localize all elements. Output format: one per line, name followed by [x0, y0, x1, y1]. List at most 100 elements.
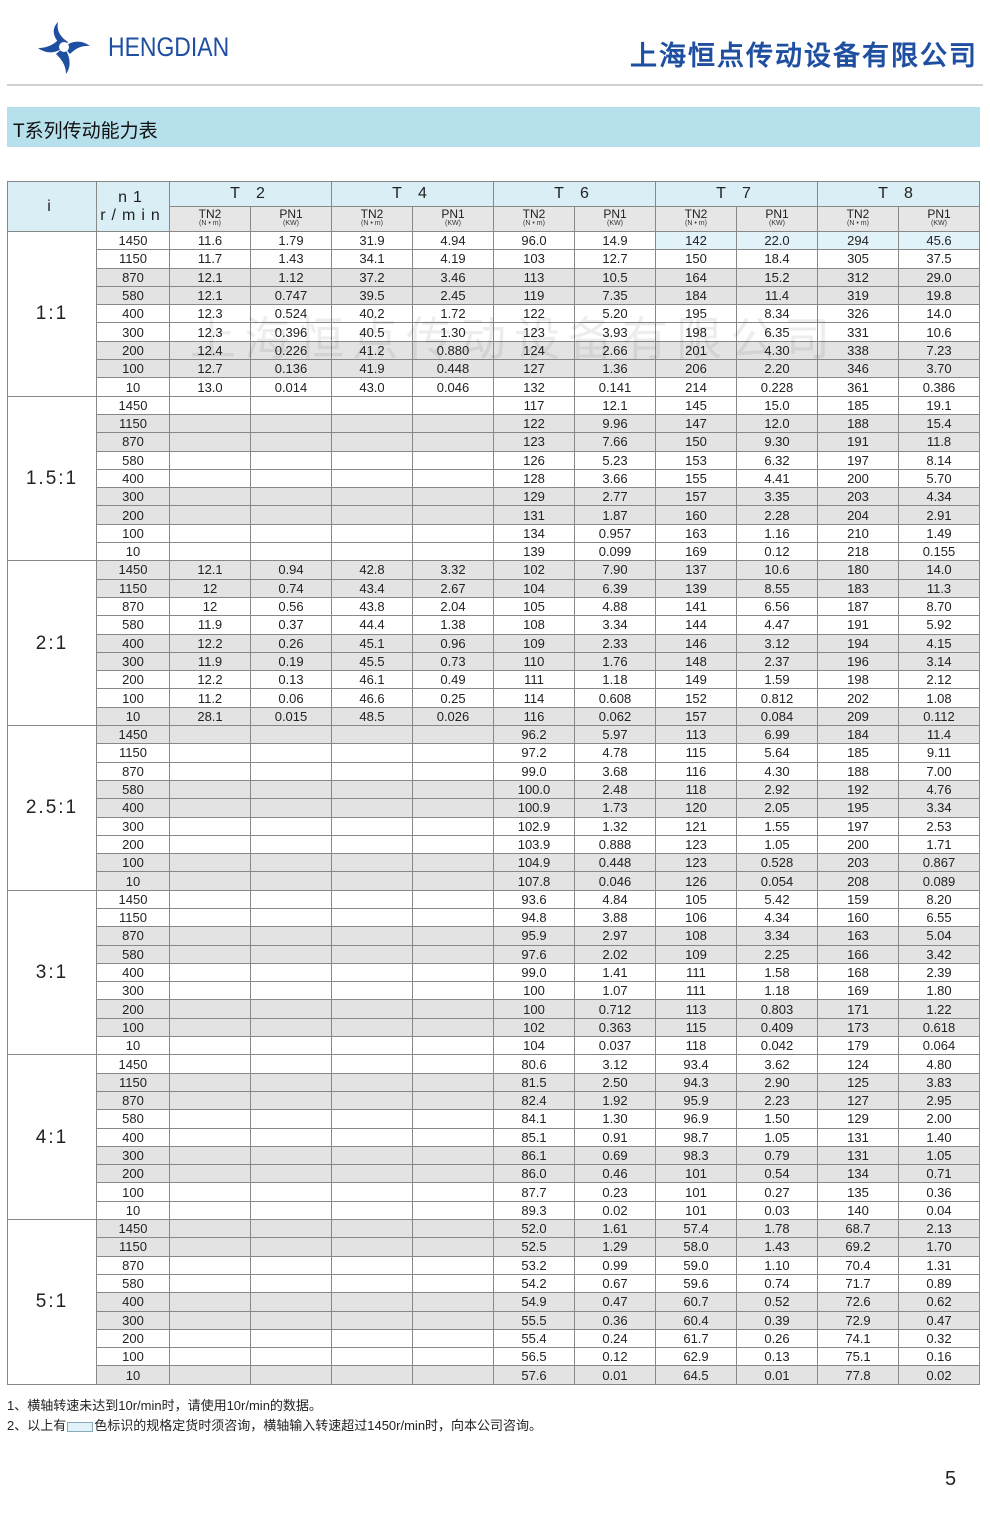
torque-cell: 53.2: [493, 1255, 575, 1275]
torque-cell: 126: [655, 871, 737, 891]
subheader-unit: (N • m): [361, 220, 383, 227]
power-cell: [412, 1200, 494, 1221]
torque-cell: 81.5: [493, 1072, 575, 1092]
subheader-unit: (N • m): [523, 220, 545, 227]
torque-cell: [169, 1090, 251, 1111]
torque-cell: 201: [655, 340, 737, 361]
power-cell: 4.76: [898, 779, 980, 800]
power-cell: 0.448: [412, 359, 494, 379]
table-row: 400 12.2 0.26 45.1 0.96 109 2.33 146 3.12 194 4.15: [8, 633, 980, 653]
power-cell: [250, 1219, 332, 1239]
torque-cell: [169, 725, 251, 745]
power-cell: 0.74: [736, 1273, 818, 1294]
torque-cell: 94.3: [655, 1072, 737, 1092]
power-cell: 3.14: [898, 651, 980, 672]
table-row: 100 104.9 0.448 123 0.528 203 0.867: [8, 853, 980, 873]
torque-cell: 197: [817, 450, 899, 470]
torque-cell: 203: [817, 487, 899, 507]
speed-cell: 400: [96, 1127, 170, 1147]
torque-cell: 11.9: [169, 651, 251, 672]
power-cell: [412, 1164, 494, 1184]
power-cell: 19.8: [898, 285, 980, 306]
torque-cell: 57.6: [493, 1365, 575, 1385]
power-cell: [412, 1017, 494, 1038]
power-cell: 0.448: [574, 853, 656, 873]
power-cell: 2.66: [574, 340, 656, 361]
torque-cell: 166: [817, 944, 899, 964]
torque-cell: [331, 1054, 413, 1074]
torque-cell: 169: [655, 542, 737, 562]
power-cell: [412, 1255, 494, 1275]
torque-cell: 180: [817, 560, 899, 580]
torque-cell: [331, 1072, 413, 1092]
subheader-unit: (KW): [607, 220, 623, 227]
torque-cell: 200: [817, 834, 899, 855]
torque-cell: 59.6: [655, 1273, 737, 1294]
power-cell: 0.74: [250, 578, 332, 598]
torque-cell: 198: [817, 670, 899, 690]
torque-cell: 41.2: [331, 340, 413, 361]
subheader-power: PN1 (KW): [736, 206, 818, 232]
subheader-unit: (N • m): [199, 220, 221, 227]
torque-cell: 173: [817, 1017, 899, 1038]
power-cell: 2.77: [574, 487, 656, 507]
torque-cell: [169, 1036, 251, 1056]
torque-cell: 57.4: [655, 1219, 737, 1239]
torque-cell: [331, 413, 413, 434]
torque-cell: 104.9: [493, 853, 575, 873]
power-cell: 6.35: [736, 322, 818, 342]
power-cell: 22.0: [736, 230, 818, 251]
ratio-cell: 1.5:1: [7, 395, 97, 562]
power-cell: [412, 395, 494, 415]
subheader-power: PN1 (KW): [574, 206, 656, 232]
table-row: 10 28.1 0.015 48.5 0.026 116 0.062 157 0.084 209 0…: [8, 706, 980, 727]
power-cell: [412, 999, 494, 1019]
torque-cell: 96.0: [493, 230, 575, 251]
torque-cell: 11.9: [169, 615, 251, 635]
torque-cell: 202: [817, 688, 899, 708]
torque-cell: [169, 926, 251, 946]
subheader-symbol: PN1: [441, 207, 465, 221]
torque-cell: 122: [493, 413, 575, 434]
speed-cell: 400: [96, 1292, 170, 1312]
power-cell: 1.71: [898, 834, 980, 855]
torque-cell: [331, 468, 413, 489]
speed-cell: 200: [96, 834, 170, 855]
table-row: 1150 81.5 2.50 94.3 2.90 125 3.83: [8, 1072, 980, 1092]
power-cell: 0.880: [412, 340, 494, 361]
torque-cell: [169, 981, 251, 1001]
torque-cell: [331, 395, 413, 415]
torque-cell: [331, 871, 413, 891]
speed-cell: 300: [96, 981, 170, 1001]
torque-cell: 331: [817, 322, 899, 342]
table-row: 200 86.0 0.46 101 0.54 134 0.71: [8, 1164, 980, 1184]
table-row: 10 13.0 0.014 43.0 0.046 132 0.141 214 0.228 361 0…: [8, 377, 980, 397]
power-cell: 0.099: [574, 542, 656, 562]
torque-cell: 218: [817, 542, 899, 562]
power-cell: 11.4: [736, 285, 818, 306]
power-cell: 0.03: [736, 1200, 818, 1221]
speed-cell: 300: [96, 651, 170, 672]
table-row: 2:1 1450 12.1 0.94 42.8 3.32 102 7.90 137 10.6 180…: [7, 560, 980, 727]
torque-cell: [169, 432, 251, 452]
power-cell: 0.49: [412, 670, 494, 690]
torque-cell: 116: [655, 761, 737, 781]
torque-cell: 134: [817, 1164, 899, 1184]
power-cell: [412, 761, 494, 781]
subheader-symbol: PN1: [927, 207, 951, 221]
power-cell: 8.14: [898, 450, 980, 470]
speed-cell: 1150: [96, 413, 170, 434]
table-row: 580 12.1 0.747 39.5 2.45 119 7.35 184 11.4 319 19.…: [8, 285, 980, 306]
power-cell: 6.99: [736, 725, 818, 745]
power-cell: 8.34: [736, 304, 818, 324]
torque-cell: 64.5: [655, 1365, 737, 1385]
power-cell: 2.25: [736, 944, 818, 964]
power-cell: 4.47: [736, 615, 818, 635]
torque-cell: [331, 542, 413, 562]
torque-cell: 12.2: [169, 670, 251, 690]
power-cell: 0.528: [736, 853, 818, 873]
torque-cell: 102: [493, 1017, 575, 1038]
power-cell: 9.96: [574, 413, 656, 434]
ratio-cell: 2.5:1: [7, 725, 97, 891]
speed-cell: 1450: [96, 560, 170, 580]
